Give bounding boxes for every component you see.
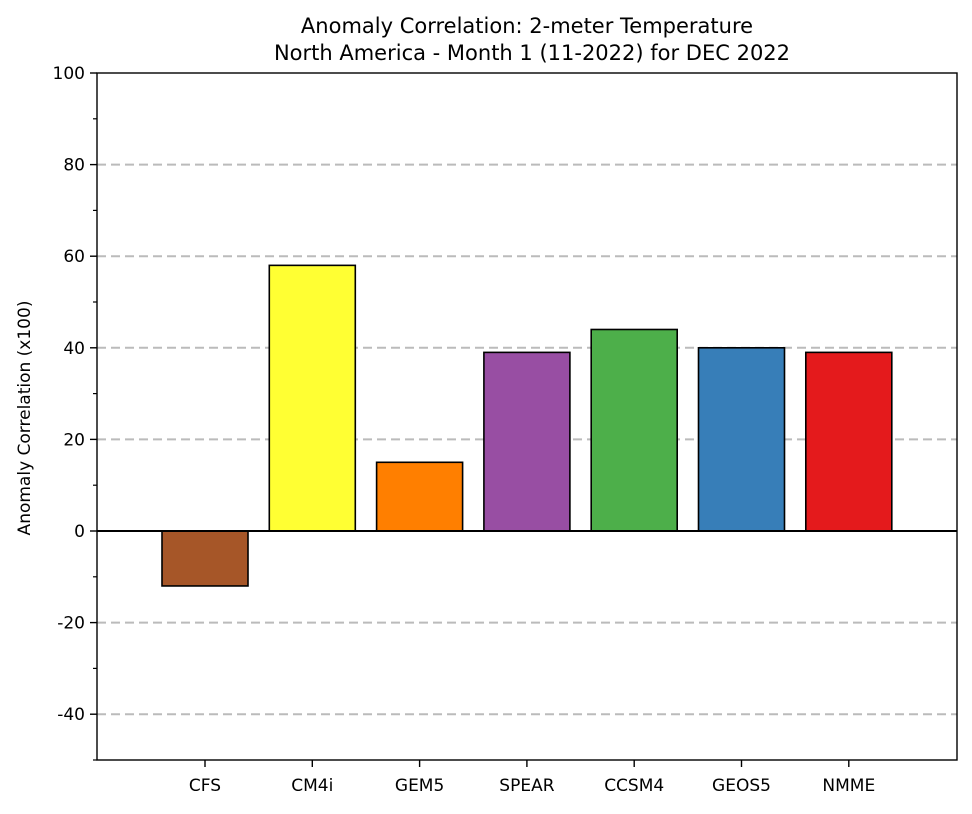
bars [161, 264, 893, 587]
x-tick-label-nmme: NMME [822, 776, 875, 796]
y-tick-label: 0 [74, 522, 85, 542]
x-tick-label-gem5: GEM5 [395, 776, 444, 796]
bar-ccsm4 [590, 328, 679, 532]
axes: -40 -20 0 20 40 60 80 100 CFS CM4i GEM5 SPEAR CCSM4 G… [53, 64, 958, 796]
bar-nmme [804, 351, 893, 532]
bar-cfs [161, 530, 249, 587]
x-tick-label-spear: SPEAR [499, 776, 554, 796]
y-tick-label: 20 [63, 430, 85, 450]
y-tick-label: -20 [57, 614, 85, 634]
bar-spear [483, 351, 571, 532]
chart-title: Anomaly Correlation: 2-meter Temperature [301, 14, 753, 38]
x-tick-label-geos5: GEOS5 [712, 776, 771, 796]
x-tick-label-cm4i: CM4i [291, 776, 333, 796]
bar-geos5 [697, 346, 786, 532]
y-tick-label: 60 [63, 247, 85, 267]
y-tick-label: 80 [63, 156, 85, 176]
y-tick-label: 40 [63, 339, 85, 359]
y-tick-label: -40 [57, 705, 85, 725]
chart-subtitle: North America - Month 1 (11-2022) for DE… [274, 41, 790, 65]
x-tick-label-ccsm4: CCSM4 [604, 776, 664, 796]
y-axis-label: Anomaly Correlation (x100) [15, 301, 35, 536]
y-tick-label: 100 [53, 64, 85, 84]
bar-gem5 [375, 461, 464, 532]
x-tick-label-cfs: CFS [189, 776, 221, 796]
bar-cm4i [268, 264, 357, 532]
